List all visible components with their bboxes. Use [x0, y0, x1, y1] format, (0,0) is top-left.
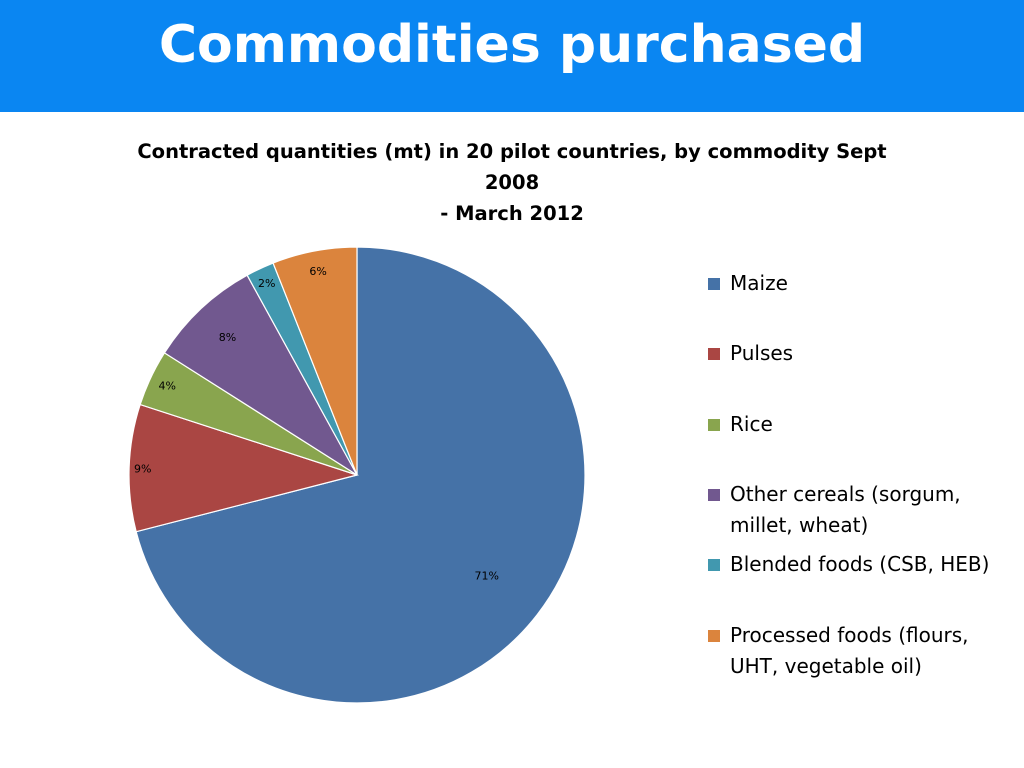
legend-label: Blended foods (CSB, HEB) [730, 549, 1015, 580]
legend-swatch [708, 489, 720, 501]
legend-swatch [708, 630, 720, 642]
legend-label: Rice [730, 409, 1015, 440]
legend-swatch [708, 348, 720, 360]
legend-swatch [708, 559, 720, 571]
legend-label: Maize [730, 268, 1015, 299]
data-label-other-cereals-sorgum-millet-wheat: 8% [219, 331, 236, 344]
legend-label: Processed foods (flours, UHT, vegetable … [730, 620, 1015, 682]
data-label-maize: 71% [474, 570, 498, 583]
legend-swatch [708, 278, 720, 290]
data-label-rice: 4% [158, 380, 175, 393]
legend-label: Pulses [730, 338, 1015, 369]
legend-swatch [708, 419, 720, 431]
data-label-blended-foods-csb-heb: 2% [258, 277, 275, 290]
data-label-pulses: 9% [134, 462, 151, 475]
legend-label: Other cereals (sorgum, millet, wheat) [730, 479, 1015, 541]
data-label-processed-foods-flours-uht-vegetable-oil: 6% [309, 265, 326, 278]
